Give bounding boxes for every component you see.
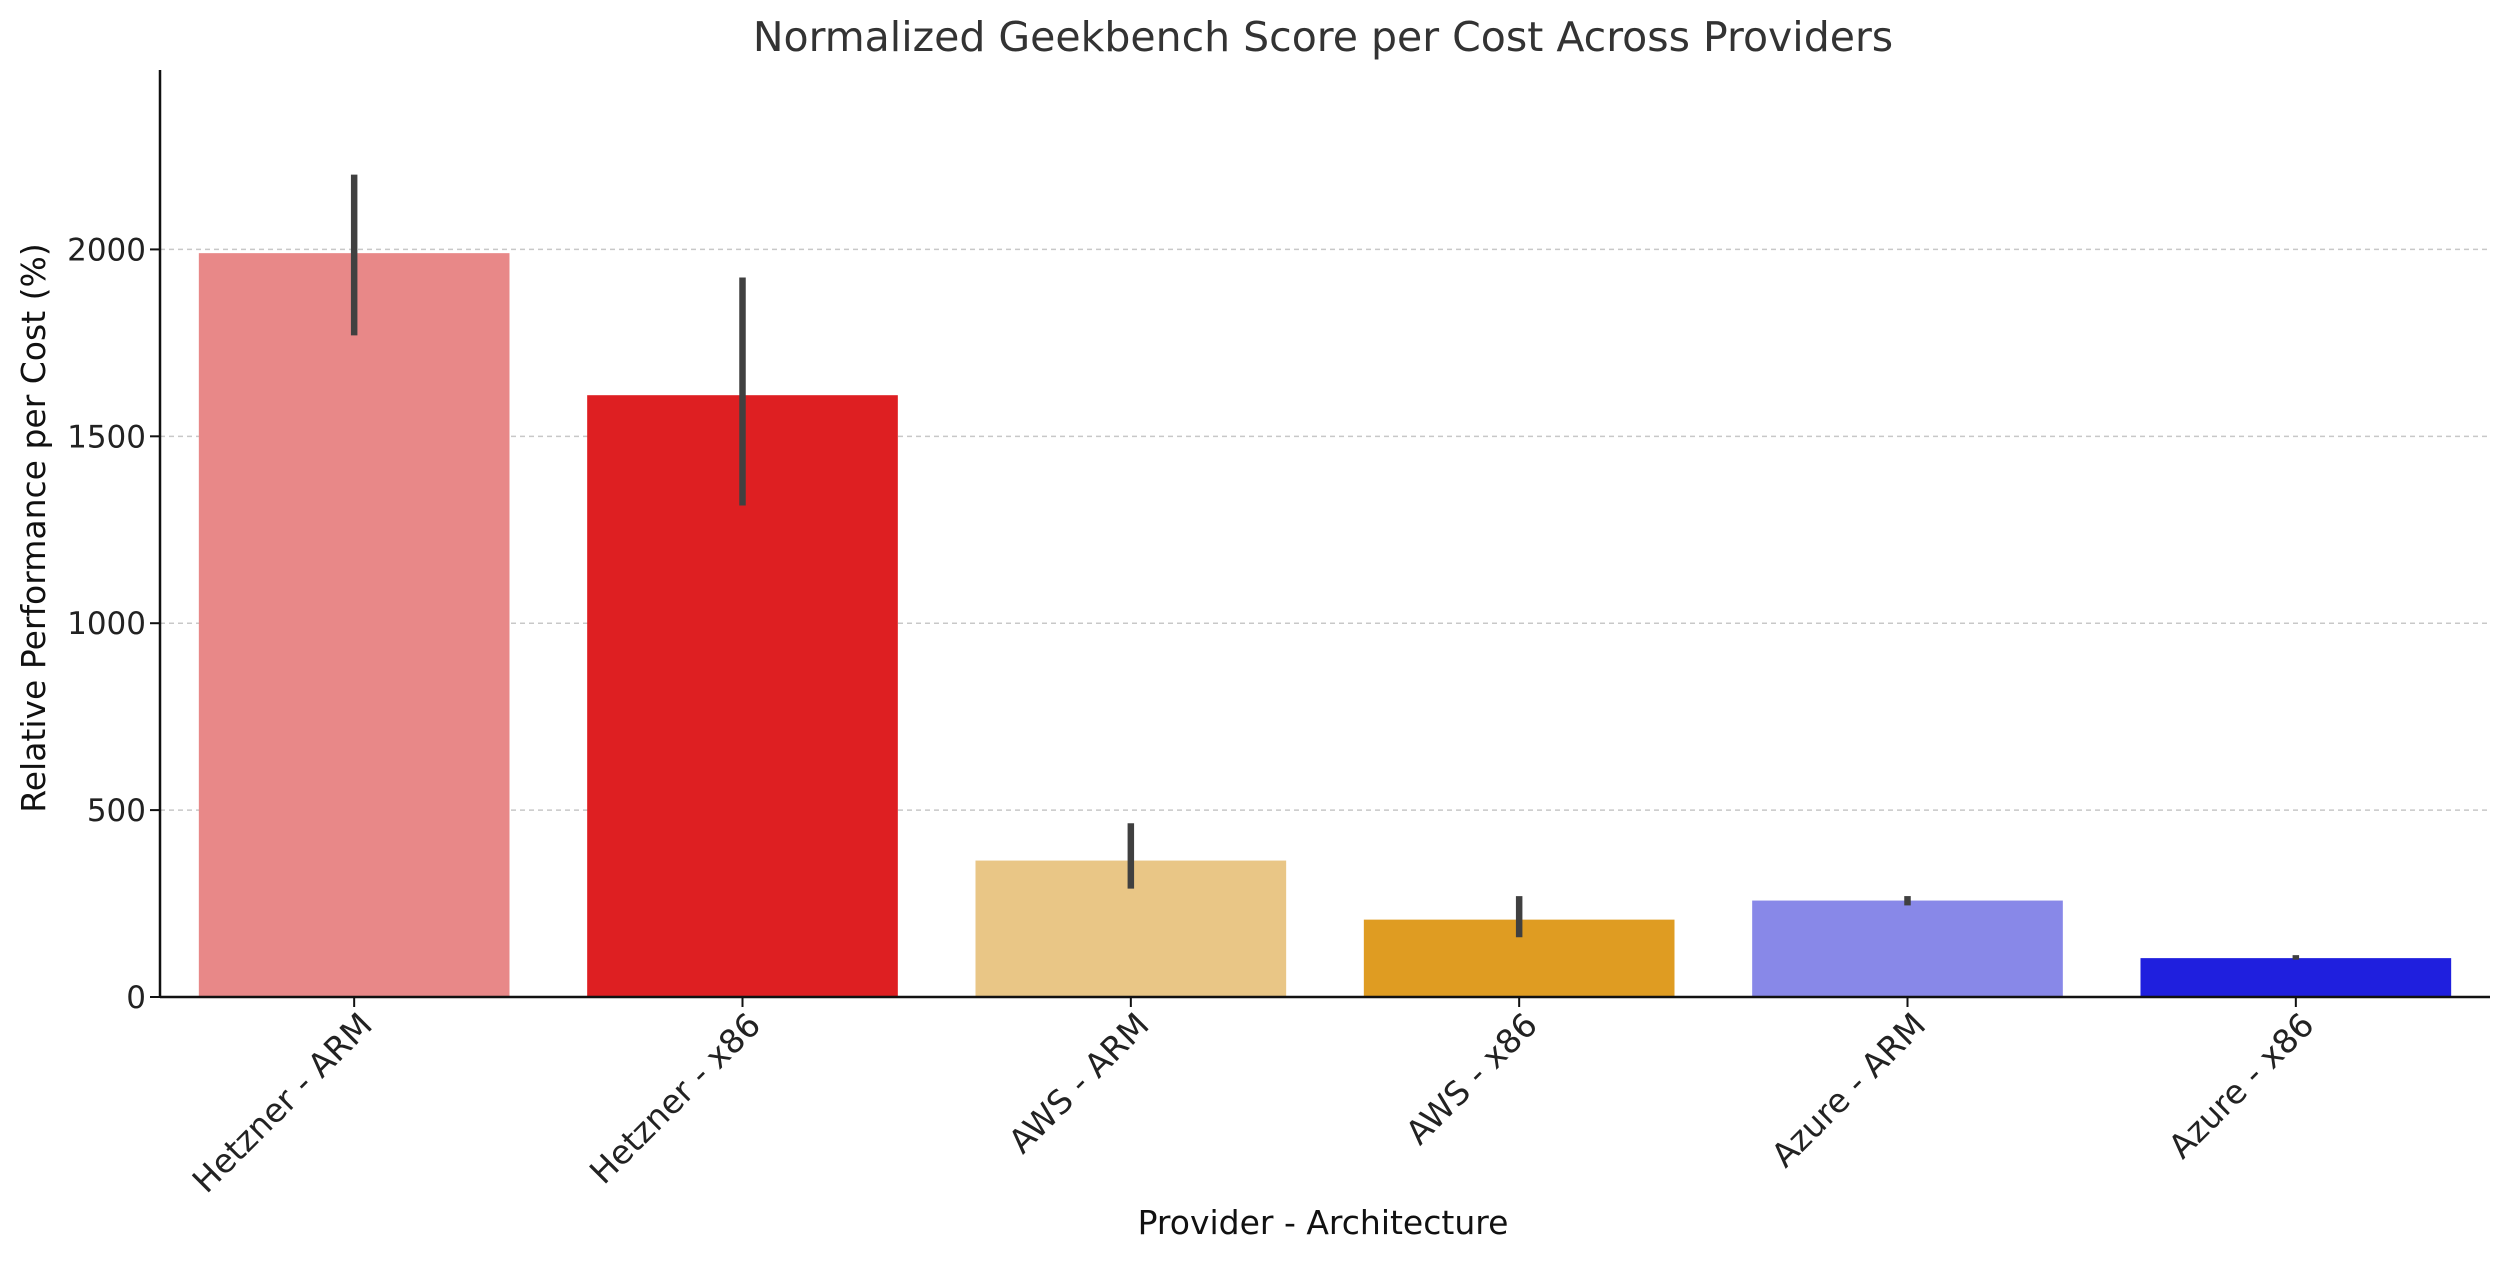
y-tick-label: 500: [87, 793, 146, 829]
y-tick-label: 1500: [67, 419, 146, 455]
y-axis-title: Relative Performance per Cost (%): [14, 243, 53, 812]
bar: [198, 253, 510, 998]
bar: [1752, 900, 2063, 997]
x-axis-title: Provider - Architecture: [1138, 1203, 1509, 1242]
chart-title: Normalized Geekbench Score per Cost Acro…: [753, 13, 1893, 61]
y-tick-label: 2000: [67, 232, 146, 268]
y-ticks: 0 500 1000 1500 2000: [67, 232, 160, 1016]
error-bars: [350, 174, 2300, 960]
y-tick-label: 0: [126, 980, 146, 1016]
x-ticks: Hetzner - ARM Hetzner - x86 AWS - ARM AWS -…: [185, 997, 2322, 1200]
bars: [198, 253, 2452, 998]
x-tick-label: AWS - ARM: [1001, 1005, 1157, 1161]
x-tick-label: Hetzner - x86: [582, 1005, 768, 1191]
x-tick-label: Azure - x86: [2161, 1005, 2322, 1166]
gridlines: [160, 248, 2490, 811]
axes: [158, 70, 2490, 999]
bar: [2140, 958, 2452, 997]
y-tick-label: 1000: [67, 606, 146, 642]
x-tick-label: AWS - x86: [1398, 1005, 1545, 1152]
x-tick-label: Hetzner - ARM: [185, 1005, 380, 1200]
x-tick-label: Azure - ARM: [1764, 1005, 1934, 1175]
